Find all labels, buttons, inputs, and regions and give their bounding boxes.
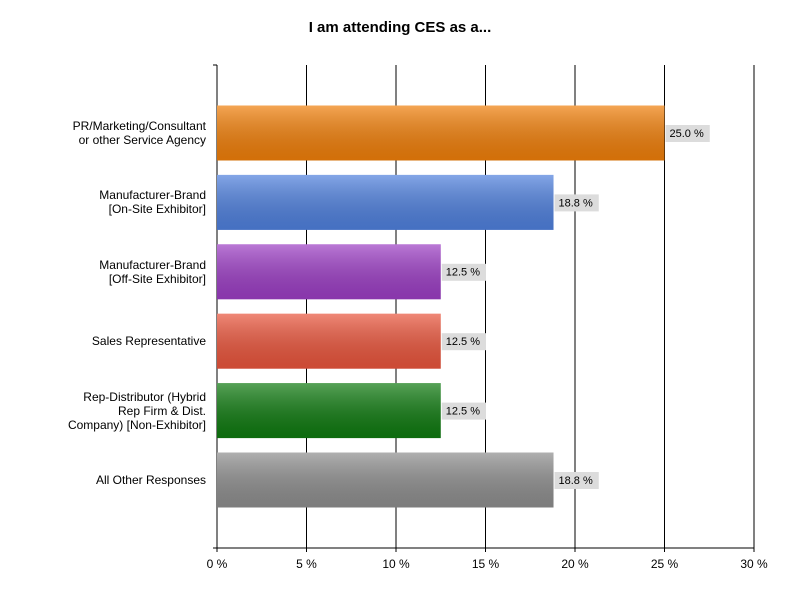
- value-label: 12.5 %: [446, 336, 480, 348]
- y-tick-label: PR/Marketing/Consultant or other Service…: [72, 119, 206, 147]
- x-tick-label: 0 %: [207, 557, 228, 571]
- bar-shine: [217, 174, 554, 230]
- value-label: 12.5 %: [446, 267, 480, 279]
- x-tick-label: 20 %: [561, 557, 589, 571]
- value-label-bg: [554, 194, 599, 212]
- bar-shine: [217, 452, 554, 508]
- x-tick-label: 5 %: [296, 557, 317, 571]
- value-label-bg: [554, 472, 599, 489]
- bar-shine: [217, 244, 441, 300]
- x-tick-label: 15 %: [472, 557, 500, 571]
- x-tick-label: 10 %: [382, 557, 410, 571]
- value-label-bg: [441, 402, 486, 420]
- value-label-bg: [441, 333, 486, 351]
- bar-shine: [217, 313, 441, 369]
- value-label-bg: [441, 263, 486, 281]
- bar-shine: [217, 105, 665, 161]
- value-label-bg: [665, 125, 710, 142]
- y-tick-label: Sales Representative: [91, 334, 206, 349]
- x-tick-label: 30 %: [740, 557, 768, 571]
- value-label: 25.0 %: [670, 128, 704, 140]
- y-tick-label: Manufacturer-Brand [Off-Site Exhibitor]: [99, 257, 206, 286]
- bar-shine: [217, 383, 441, 439]
- x-tick-label: 25 %: [651, 557, 679, 571]
- y-tick-label: Rep-Distributor (Hybrid Rep Firm & Dist.…: [67, 389, 206, 432]
- chart-title: I am attending CES as a...: [309, 19, 492, 36]
- y-tick-label: Manufacturer-Brand [On-Site Exhibitor]: [99, 188, 206, 217]
- value-label: 12.5 %: [446, 406, 480, 418]
- value-label: 18.8 %: [559, 475, 593, 487]
- value-label: 18.8 %: [559, 197, 593, 209]
- y-tick-label: All Other Responses: [95, 473, 206, 487]
